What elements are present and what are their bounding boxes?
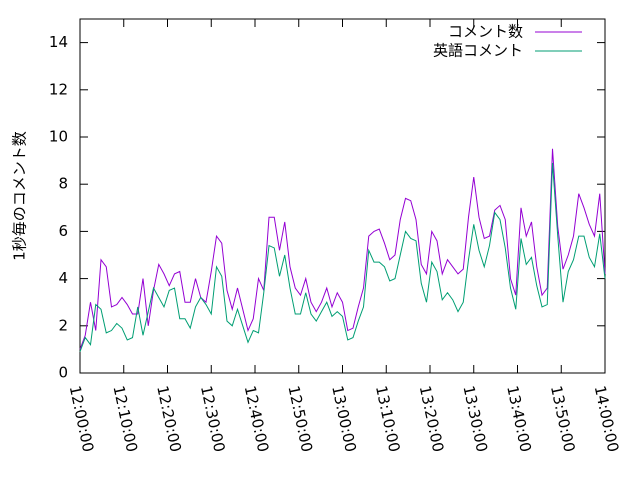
legend-label: コメント数 (448, 23, 523, 41)
x-tick-label: 12:00:00 (66, 384, 98, 454)
series-line (79, 162, 606, 352)
y-tick-label: 12 (49, 80, 68, 98)
y-axis-label: 1秒毎のコメント数 (11, 131, 29, 261)
y-tick-label: 8 (58, 175, 68, 193)
x-tick-label: 12:20:00 (153, 384, 185, 454)
x-tick-label: 12:10:00 (109, 384, 141, 454)
legend-label: 英語コメント (433, 42, 523, 60)
x-tick-label: 13:40:00 (503, 384, 535, 454)
x-tick-label: 12:50:00 (284, 384, 316, 454)
plot-frame (79, 18, 606, 374)
y-tick-label: 2 (58, 316, 68, 334)
x-tick-label: 13:20:00 (416, 384, 448, 454)
y-tick-label: 14 (49, 33, 68, 51)
y-tick-label: 0 (58, 364, 68, 382)
y-tick-label: 4 (58, 269, 68, 287)
y-tick-label: 10 (49, 128, 68, 146)
x-tick-label: 12:40:00 (241, 384, 273, 454)
x-tick-label: 13:50:00 (547, 384, 579, 454)
x-tick-label: 13:10:00 (372, 384, 404, 454)
x-tick-label: 12:30:00 (197, 384, 229, 454)
series-line (79, 148, 606, 350)
x-tick-label: 13:00:00 (328, 384, 360, 454)
x-tick-label: 13:30:00 (459, 384, 491, 454)
y-tick-label: 6 (58, 222, 68, 240)
x-tick-label: 14:00:00 (591, 384, 623, 454)
